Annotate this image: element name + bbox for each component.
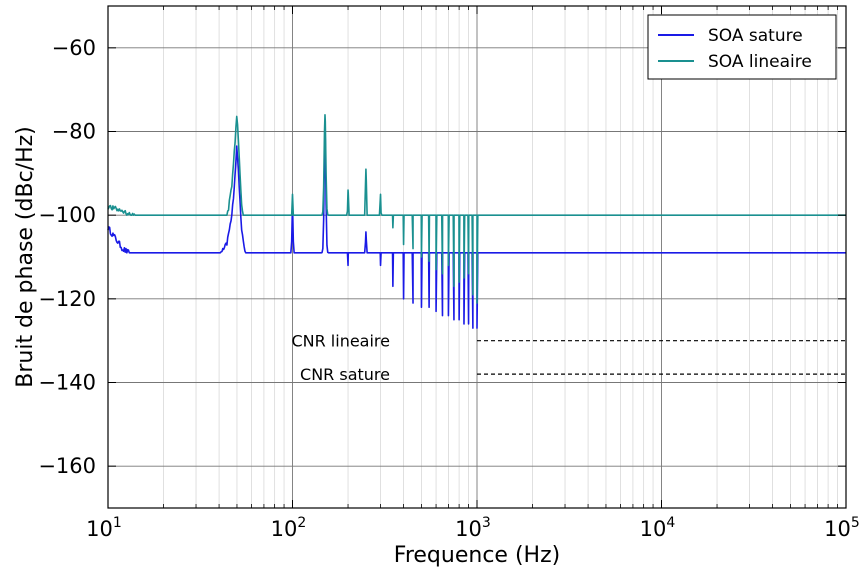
axis-ticks: 101 102 103 104 105−60−80−100−120−140−160: [38, 6, 860, 541]
x-tick-label: 102: [271, 515, 307, 541]
x-tick-exponent: 2: [297, 515, 306, 531]
x-tick-label: 105: [824, 515, 860, 541]
y-tick-label: −60: [52, 36, 96, 60]
y-tick-label: −100: [38, 203, 96, 227]
x-tick-base: 10: [824, 517, 851, 541]
x-tick-exponent: 4: [666, 515, 675, 531]
cnr-annotations: CNR lineaire CNR sature: [291, 332, 846, 384]
x-tick-base: 10: [455, 517, 482, 541]
x-axis-label: Frequence (Hz): [394, 543, 560, 568]
x-tick-base: 10: [86, 517, 113, 541]
y-axis-label: Bruit de phase (dBc/Hz): [13, 126, 38, 388]
x-tick-label: 101: [86, 515, 122, 541]
legend-label: SOA sature: [708, 26, 803, 46]
data-series: [107, 113, 846, 329]
y-tick-label: −140: [38, 371, 96, 395]
y-tick-label: −160: [38, 454, 96, 478]
x-tick-exponent: 5: [851, 515, 860, 531]
cnr-label: CNR lineaire: [291, 332, 390, 351]
cnr-label: CNR sature: [300, 365, 390, 384]
series-line-soa-lineaire: [107, 113, 846, 304]
x-tick-exponent: 3: [482, 515, 491, 531]
x-tick-base: 10: [271, 517, 298, 541]
x-tick-exponent: 1: [113, 515, 122, 531]
legend-label: SOA lineaire: [708, 52, 812, 72]
x-tick-label: 103: [455, 515, 491, 541]
x-tick-label: 104: [640, 515, 676, 541]
y-tick-label: −120: [38, 287, 96, 311]
legend-box: [647, 14, 837, 80]
x-tick-base: 10: [640, 517, 667, 541]
series-line-soa-sature: [107, 130, 846, 329]
legend: SOA sature SOA lineaire: [647, 14, 837, 80]
y-tick-label: −80: [52, 120, 96, 144]
